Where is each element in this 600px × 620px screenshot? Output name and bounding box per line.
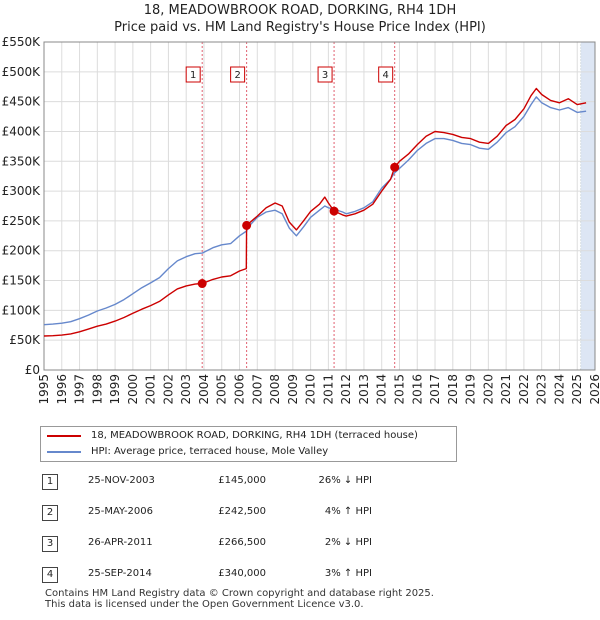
plot-area: [44, 42, 595, 370]
sale-price: £340,000: [218, 568, 266, 579]
sale-hpi-diff: 4% ↑ HPI: [324, 506, 372, 517]
chart-title: 18, MEADOWBROOK ROAD, DORKING, RH4 1DH: [143, 3, 457, 18]
y-tick-label: £200K: [2, 244, 42, 258]
x-tick-label: 2007: [250, 374, 264, 405]
x-tick-label: 2008: [268, 374, 282, 405]
x-tick-label: 2022: [517, 374, 531, 405]
x-tick-label: 2023: [535, 374, 549, 405]
x-tick-label: 2016: [410, 374, 424, 405]
x-tick-label: 2014: [375, 374, 389, 405]
legend-label-price: 18, MEADOWBROOK ROAD, DORKING, RH4 1DH (…: [91, 430, 418, 441]
legend-label-hpi: HPI: Average price, terraced house, Mole…: [91, 446, 329, 457]
x-tick-label: 2010: [304, 374, 318, 405]
sale-number: 1: [42, 474, 58, 490]
x-tick-label: 1997: [73, 374, 87, 405]
sale-marker-label: 2: [234, 70, 240, 81]
sale-price: £266,500: [218, 537, 266, 548]
sale-marker-box: [378, 66, 394, 83]
sale-marker-label: 1: [190, 70, 196, 81]
y-tick-label: £350K: [2, 154, 42, 168]
x-tick-label: 2025: [570, 374, 584, 405]
x-tick-label: 2024: [552, 374, 566, 405]
x-tick-label: 2003: [179, 374, 193, 405]
x-tick-label: 2012: [339, 374, 353, 405]
x-tick-label: 2015: [392, 374, 406, 405]
x-tick-label: 1996: [55, 374, 69, 405]
legend-swatch-hpi: [47, 451, 81, 453]
y-tick-label: £0: [25, 363, 40, 377]
sale-hpi-diff: 26% ↓ HPI: [318, 475, 372, 486]
chart-subtitle: Price paid vs. HM Land Registry's House …: [114, 20, 486, 35]
sale-marker-box: [317, 66, 333, 83]
y-tick-label: £400K: [2, 124, 42, 138]
x-tick-label: 2020: [481, 374, 495, 405]
x-tick-label: 2000: [126, 374, 140, 405]
price-series-line: [43, 87, 587, 337]
y-tick-label: £450K: [2, 95, 42, 109]
legend-item-price: 18, MEADOWBROOK ROAD, DORKING, RH4 1DH (…: [47, 429, 418, 443]
x-tick-label: 2005: [215, 374, 229, 405]
y-tick-label: £250K: [2, 214, 42, 228]
sales-table: 1 25-NOV-2003 £145,000 26% ↓ HPI 2 25-MA…: [42, 470, 462, 594]
x-tick-label: 2017: [428, 374, 442, 405]
y-tick-label: £150K: [2, 274, 42, 288]
x-tick-label: 2018: [446, 374, 460, 405]
y-tick-label: £500K: [2, 65, 42, 79]
y-tick-label: £300K: [2, 184, 42, 198]
legend-swatch-price: [47, 435, 81, 437]
x-tick-label: 2011: [321, 374, 335, 405]
sale-number: 3: [42, 536, 58, 552]
x-tick-label: 2009: [286, 374, 300, 405]
sale-point: [197, 279, 207, 289]
sale-row: 1 25-NOV-2003 £145,000 26% ↓ HPI: [42, 470, 462, 501]
hpi-series-line: [43, 96, 587, 326]
price-chart: £0 £50K £100K £150K £200K £250K £300K £350K £400…: [2, 35, 600, 405]
sale-number: 4: [42, 567, 58, 583]
sale-row: 3 26-APR-2011 £266,500 2% ↓ HPI: [42, 532, 462, 563]
sale-date: 25-MAY-2006: [88, 506, 154, 517]
sale-marker-label: 3: [322, 70, 328, 81]
x-tick-label: 1999: [108, 374, 122, 405]
legend-item-hpi: HPI: Average price, terraced house, Mole…: [47, 445, 328, 459]
x-tick-label: 2001: [144, 374, 158, 405]
sale-marker-label: 4: [382, 70, 388, 81]
x-tick-label: 2019: [464, 374, 478, 405]
shaded-span: [580, 42, 595, 370]
sale-marker-box: [230, 66, 246, 83]
sale-number: 2: [42, 505, 58, 521]
x-tick-label: 2026: [588, 374, 600, 405]
sale-row: 2 25-MAY-2006 £242,500 4% ↑ HPI: [42, 501, 462, 532]
sale-row: 4 25-SEP-2014 £340,000 3% ↑ HPI: [42, 563, 462, 594]
x-tick-label: 2004: [197, 374, 211, 405]
x-tick-label: 1995: [37, 374, 51, 405]
sale-price: £145,000: [218, 475, 266, 486]
x-tick-label: 2002: [161, 374, 175, 405]
sale-price: £242,500: [218, 506, 266, 517]
x-tick-label: 2013: [357, 374, 371, 405]
sale-point: [242, 220, 252, 230]
sale-hpi-diff: 3% ↑ HPI: [324, 568, 372, 579]
sale-point: [329, 206, 339, 216]
plot-frame: [43, 41, 596, 371]
footer-licence: This data is licensed under the Open Gov…: [45, 599, 364, 610]
sale-date: 25-SEP-2014: [88, 568, 152, 579]
sale-date: 26-APR-2011: [88, 537, 153, 548]
sale-point: [390, 162, 400, 172]
x-tick-label: 2021: [499, 374, 513, 405]
x-tick-label: 1998: [90, 374, 104, 405]
y-tick-label: £100K: [2, 303, 42, 317]
sale-date: 25-NOV-2003: [88, 475, 155, 486]
sale-hpi-diff: 2% ↓ HPI: [324, 537, 372, 548]
footer-copyright: Contains HM Land Registry data © Crown c…: [45, 588, 434, 599]
x-tick-label: 2006: [233, 374, 247, 405]
legend: 18, MEADOWBROOK ROAD, DORKING, RH4 1DH (…: [40, 426, 457, 462]
y-tick-label: £550K: [2, 35, 42, 49]
footer: Contains HM Land Registry data © Crown c…: [45, 588, 434, 610]
y-tick-label: £50K: [9, 333, 41, 347]
sale-marker-box: [185, 66, 201, 83]
